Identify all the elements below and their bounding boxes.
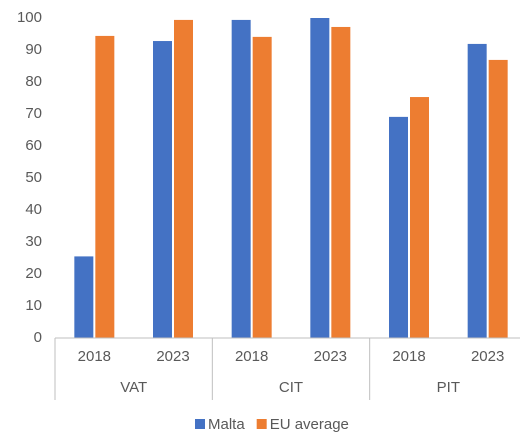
legend-label: EU average [270, 416, 349, 433]
x-tick-label: 2023 [156, 348, 189, 365]
group-label: PIT [437, 379, 460, 396]
bar [174, 19, 193, 338]
x-tick-label: 2018 [392, 348, 425, 365]
bar [252, 36, 272, 338]
y-tick-label: 30 [25, 233, 42, 250]
x-tick-label: 2018 [78, 348, 111, 365]
bar [74, 256, 94, 338]
bar [153, 41, 172, 338]
legend-swatch [256, 419, 267, 429]
y-tick-label: 100 [17, 9, 42, 26]
x-tick-label: 2018 [235, 348, 268, 365]
y-tick-label: 70 [25, 105, 42, 122]
y-tick-label: 0 [34, 329, 42, 346]
group-label: VAT [120, 379, 147, 396]
bar [310, 18, 330, 338]
y-tick-label: 60 [25, 137, 42, 154]
bar [95, 35, 115, 339]
bar [389, 116, 408, 338]
x-tick-label: 2023 [471, 348, 504, 365]
legend-swatch [195, 419, 205, 429]
legend-label: Malta [208, 416, 245, 433]
bar [467, 43, 487, 339]
bar [410, 97, 429, 338]
y-tick-label: 80 [25, 73, 42, 90]
bar [231, 19, 251, 338]
y-tick-label: 10 [25, 297, 42, 314]
y-tick-label: 50 [25, 169, 42, 186]
x-tick-label: 2023 [314, 348, 347, 365]
y-tick-label: 90 [25, 41, 42, 58]
bar [488, 59, 508, 339]
bar [331, 26, 351, 339]
y-tick-label: 20 [25, 265, 42, 282]
group-label: CIT [279, 379, 303, 396]
y-tick-label: 40 [25, 201, 42, 218]
